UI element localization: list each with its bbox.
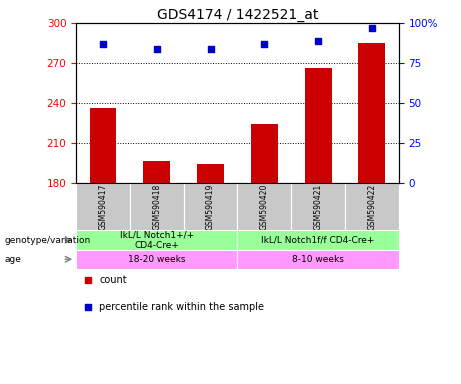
Point — [153, 45, 160, 51]
Bar — [76, 183, 130, 230]
Title: GDS4174 / 1422521_at: GDS4174 / 1422521_at — [157, 8, 318, 22]
Text: IkL/L Notch1+/+
CD4-Cre+: IkL/L Notch1+/+ CD4-Cre+ — [120, 230, 194, 250]
Bar — [89, 108, 116, 183]
Bar — [358, 43, 385, 183]
Text: 8-10 weeks: 8-10 weeks — [292, 255, 344, 264]
Bar — [76, 250, 237, 269]
Point — [84, 277, 91, 283]
Text: GSM590419: GSM590419 — [206, 184, 215, 230]
Bar — [251, 124, 278, 183]
Point — [314, 38, 322, 44]
Bar — [130, 183, 183, 230]
Point — [207, 45, 214, 51]
Bar — [76, 230, 237, 250]
Bar — [197, 164, 224, 183]
Bar — [291, 183, 345, 230]
Point — [84, 304, 91, 310]
Text: count: count — [99, 275, 127, 285]
Point — [260, 41, 268, 47]
Text: genotype/variation: genotype/variation — [5, 235, 91, 245]
Bar — [345, 183, 399, 230]
Bar — [143, 161, 170, 183]
Bar — [183, 183, 237, 230]
Text: GSM590418: GSM590418 — [152, 184, 161, 230]
Point — [368, 25, 376, 31]
Text: percentile rank within the sample: percentile rank within the sample — [99, 302, 264, 312]
Bar — [237, 250, 399, 269]
Text: GSM590420: GSM590420 — [260, 184, 269, 230]
Bar — [237, 230, 399, 250]
Text: age: age — [5, 255, 22, 264]
Point — [99, 41, 106, 47]
Text: IkL/L Notch1f/f CD4-Cre+: IkL/L Notch1f/f CD4-Cre+ — [261, 235, 375, 245]
Bar — [305, 68, 331, 183]
Bar — [237, 183, 291, 230]
Text: GSM590421: GSM590421 — [313, 184, 323, 230]
Text: 18-20 weeks: 18-20 weeks — [128, 255, 185, 264]
Text: GSM590417: GSM590417 — [99, 184, 107, 230]
Text: GSM590422: GSM590422 — [367, 184, 376, 230]
